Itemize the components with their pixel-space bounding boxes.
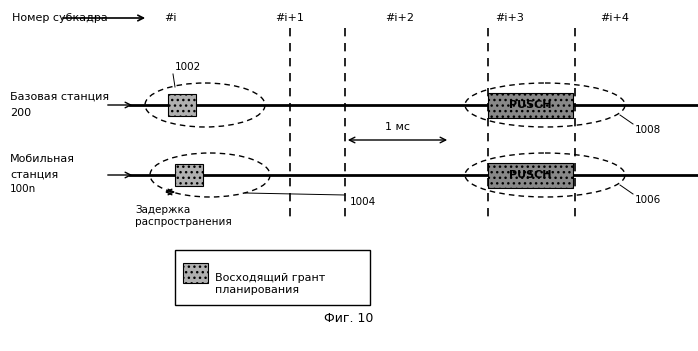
- Bar: [183, 263, 208, 283]
- Text: Задержка
распространения: Задержка распространения: [135, 205, 232, 227]
- Text: #i+1: #i+1: [276, 13, 304, 23]
- Text: PUSCH: PUSCH: [510, 170, 551, 180]
- Text: #i+3: #i+3: [496, 13, 524, 23]
- Text: 1008: 1008: [635, 125, 661, 135]
- Text: 1 мс: 1 мс: [385, 122, 410, 132]
- Text: 100n: 100n: [10, 184, 36, 194]
- Text: станция: станция: [10, 170, 58, 180]
- Text: Мобильная: Мобильная: [10, 154, 75, 164]
- Text: Восходящий грант
планирования: Восходящий грант планирования: [215, 273, 325, 294]
- Text: PUSCH: PUSCH: [510, 100, 551, 110]
- Bar: [168, 94, 196, 116]
- Text: Фиг. 10: Фиг. 10: [325, 312, 373, 325]
- Bar: [488, 93, 573, 118]
- Text: #i+2: #i+2: [385, 13, 415, 23]
- Bar: [175, 250, 370, 305]
- Text: #i+4: #i+4: [600, 13, 630, 23]
- Text: 200: 200: [10, 108, 31, 118]
- Text: 1006: 1006: [635, 195, 661, 205]
- Text: #i: #i: [164, 13, 177, 23]
- Text: Базовая станция: Базовая станция: [10, 92, 109, 102]
- Text: Номер субкадра: Номер субкадра: [12, 13, 107, 23]
- Bar: [175, 164, 203, 186]
- Bar: [488, 163, 573, 187]
- Text: 1004: 1004: [350, 197, 376, 207]
- Text: 1002: 1002: [175, 62, 201, 72]
